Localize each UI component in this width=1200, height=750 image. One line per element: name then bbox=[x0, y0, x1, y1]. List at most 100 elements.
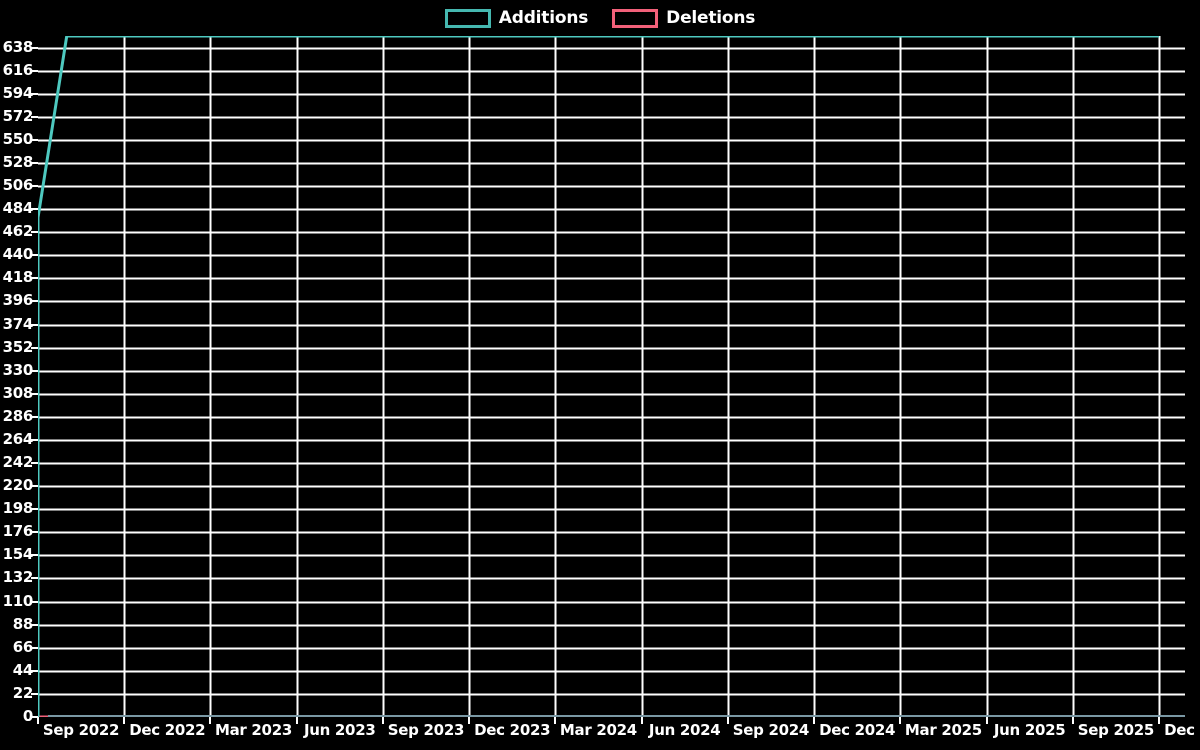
y-axis-tick-label: 594 bbox=[2, 83, 34, 102]
y-axis-tick-mark bbox=[31, 254, 38, 257]
y-axis-tick-mark bbox=[31, 208, 38, 211]
y-axis-tick-label: 22 bbox=[12, 683, 34, 702]
y-axis-tick-mark bbox=[31, 300, 38, 303]
y-axis-tick-mark bbox=[31, 161, 38, 164]
legend-label-deletions: Deletions bbox=[666, 8, 756, 28]
legend-entry-additions[interactable]: Additions bbox=[444, 8, 588, 28]
x-axis-tick-label: Sep 2024 bbox=[732, 721, 810, 739]
y-axis-tick-mark bbox=[31, 138, 38, 141]
y-axis-tick-label: 132 bbox=[2, 568, 34, 587]
y-axis-tick-mark bbox=[31, 692, 38, 695]
plot-area bbox=[38, 36, 1185, 717]
y-axis-tick-label: 44 bbox=[12, 660, 34, 679]
x-axis-tick-mark bbox=[899, 717, 902, 724]
y-axis-tick-mark bbox=[31, 508, 38, 511]
y-axis-tick-mark bbox=[31, 231, 38, 234]
y-axis-tick-mark bbox=[31, 346, 38, 349]
chart-legend: Additions Deletions bbox=[0, 0, 1200, 36]
y-axis-tick-label: 264 bbox=[2, 429, 34, 448]
y-axis-tick-label: 484 bbox=[2, 199, 34, 218]
x-axis-tick-mark bbox=[813, 717, 816, 724]
y-axis-tick-mark bbox=[31, 716, 38, 718]
x-axis-tick-mark bbox=[381, 717, 384, 724]
y-axis-tick-label: 638 bbox=[2, 37, 34, 56]
x-axis-tick-mark bbox=[123, 717, 126, 724]
y-axis-tick-mark bbox=[31, 69, 38, 72]
y-axis-tick-label: 154 bbox=[2, 545, 34, 564]
y-axis-tick-label: 330 bbox=[2, 360, 34, 379]
y-axis-tick-mark bbox=[31, 323, 38, 326]
x-axis-tick-label: Mar 2023 bbox=[214, 721, 292, 739]
y-axis-tick-label: 396 bbox=[2, 291, 34, 310]
y-axis-tick-label: 506 bbox=[2, 176, 34, 195]
x-axis-tick-label: Dec 2023 bbox=[474, 721, 551, 739]
y-axis-tick-mark bbox=[31, 115, 38, 118]
x-axis-tick-mark bbox=[726, 717, 729, 724]
y-axis-tick-mark bbox=[31, 369, 38, 372]
y-axis-tick-label: 66 bbox=[12, 637, 34, 656]
y-axis-tick-mark bbox=[31, 392, 38, 395]
legend-entry-deletions[interactable]: Deletions bbox=[612, 8, 755, 28]
y-axis-tick-mark bbox=[31, 46, 38, 49]
vertical-gridlines bbox=[123, 36, 1161, 717]
y-axis-tick-label: 242 bbox=[2, 453, 34, 472]
y-axis-tick-mark bbox=[31, 277, 38, 280]
x-axis-tick-mark bbox=[985, 717, 988, 724]
y-axis-tick-label: 110 bbox=[2, 591, 34, 610]
x-axis-tick-label: Dec 2022 bbox=[129, 721, 206, 739]
x-axis-tick-label: Jun 2023 bbox=[303, 721, 376, 739]
y-axis-tick-mark bbox=[31, 600, 38, 603]
y-axis-tick-label: 286 bbox=[2, 406, 34, 425]
x-axis-tick-mark bbox=[554, 717, 557, 724]
y-axis-tick-label: 462 bbox=[2, 222, 34, 241]
y-axis-tick-mark bbox=[31, 485, 38, 488]
y-axis-tick-label: 572 bbox=[2, 106, 34, 125]
x-axis-tick-mark bbox=[468, 717, 471, 724]
x-axis-tick-label: Mar 2024 bbox=[559, 721, 637, 739]
y-axis-tick-label: 352 bbox=[2, 337, 34, 356]
y-axis-tick-mark bbox=[31, 554, 38, 557]
x-axis-tick-mark bbox=[1071, 717, 1074, 724]
x-axis-tick-label: Sep 2025 bbox=[1077, 721, 1155, 739]
y-axis-tick-mark bbox=[31, 438, 38, 441]
x-axis-tick-mark bbox=[37, 717, 39, 724]
x-axis-tick-label: Dec 2024 bbox=[819, 721, 896, 739]
y-axis-tick-mark bbox=[31, 462, 38, 465]
y-axis-tick-mark bbox=[31, 623, 38, 626]
x-axis-tick-mark bbox=[640, 717, 643, 724]
x-axis-tick-label: Jun 2024 bbox=[648, 721, 721, 739]
y-axis-tick-mark bbox=[31, 185, 38, 188]
y-axis-tick-mark bbox=[31, 669, 38, 672]
y-axis-tick-label: 374 bbox=[2, 314, 34, 333]
square-outline-icon bbox=[444, 8, 491, 28]
y-axis-tick-label: 88 bbox=[12, 614, 34, 633]
y-axis-tick-mark bbox=[31, 415, 38, 418]
y-axis-tick-label: 220 bbox=[2, 476, 34, 495]
x-axis-tick-label: Jun 2025 bbox=[993, 721, 1066, 739]
x-axis-tick-label: Mar 2025 bbox=[904, 721, 982, 739]
y-axis-tick-label: 198 bbox=[2, 499, 34, 518]
y-axis-tick-label: 440 bbox=[2, 245, 34, 264]
y-axis-tick-mark bbox=[31, 577, 38, 580]
horizontal-gridlines bbox=[38, 47, 1185, 696]
x-axis-tick-label: Dec 2025 bbox=[1164, 721, 1200, 739]
square-outline-icon bbox=[612, 8, 659, 28]
y-axis-tick-mark bbox=[31, 531, 38, 534]
y-axis-tick-mark bbox=[31, 92, 38, 95]
x-axis-tick-mark bbox=[295, 717, 298, 724]
y-axis-tick-label: 528 bbox=[2, 152, 34, 171]
y-axis-tick-label: 550 bbox=[2, 129, 34, 148]
plot-canvas bbox=[38, 36, 1185, 717]
y-axis-tick-label: 308 bbox=[2, 383, 34, 402]
x-axis-tick-label: Sep 2023 bbox=[387, 721, 465, 739]
x-axis-tick-mark bbox=[1158, 717, 1161, 724]
x-axis-tick-label: Sep 2022 bbox=[42, 721, 120, 739]
y-axis-tick-mark bbox=[31, 646, 38, 649]
data-series-layer bbox=[38, 36, 1185, 717]
y-axis-tick-label: 0 bbox=[22, 707, 33, 725]
y-axis-tick-label: 418 bbox=[2, 268, 34, 287]
y-axis-tick-label: 176 bbox=[2, 522, 34, 541]
x-axis-tick-mark bbox=[209, 717, 212, 724]
y-axis-tick-label: 616 bbox=[2, 60, 34, 79]
